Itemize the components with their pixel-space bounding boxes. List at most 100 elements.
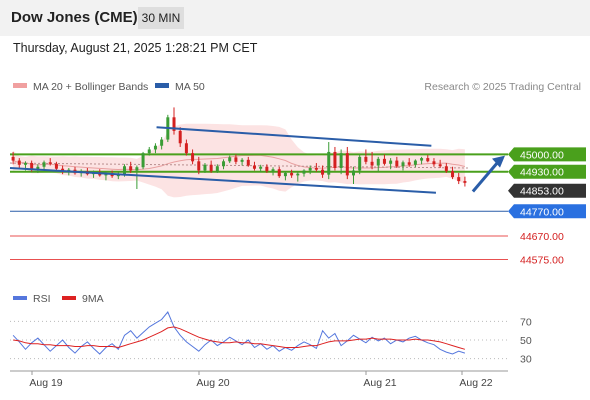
rsi-line — [12, 311, 466, 355]
candle-body — [290, 172, 294, 176]
candle-body — [333, 151, 337, 168]
rsi-tick-label: 30 — [520, 354, 532, 366]
candle-body — [302, 170, 306, 174]
price-label-44670.00: 44670.00 — [520, 231, 564, 243]
bollinger-legend-label: MA 20 + Bollinger Bands — [33, 81, 148, 93]
candle-body — [321, 169, 325, 175]
ma50-legend-label: MA 50 — [175, 81, 205, 93]
candle-body — [172, 117, 176, 131]
candle-body — [420, 158, 424, 161]
rsi-legend-label: RSI — [33, 293, 51, 305]
candle-body — [451, 171, 455, 178]
candle-body — [345, 153, 349, 176]
candle-body — [36, 166, 40, 170]
rsi-ma-legend-swatch — [62, 296, 76, 300]
price-tag-box — [508, 147, 586, 162]
copyright-label: Research © 2025 Trading Central — [424, 81, 581, 93]
candle-body — [426, 158, 430, 162]
price-tag-box — [508, 204, 586, 219]
candle-body — [147, 149, 151, 154]
price-tag-box — [508, 183, 586, 198]
timeframe-button[interactable]: 30 MIN — [138, 7, 184, 29]
candle-body — [407, 162, 411, 165]
ma50-legend-swatch — [155, 83, 169, 88]
candle-body — [364, 156, 368, 162]
candle-body — [438, 164, 442, 167]
forecast-arrow-shaft — [471, 158, 502, 193]
candle-body — [457, 177, 461, 182]
candle-body — [382, 158, 386, 164]
candle-body — [327, 151, 331, 175]
candle-body — [42, 162, 46, 167]
price-label-44770.00: 44770.00 — [520, 206, 564, 218]
candle-body — [296, 173, 300, 176]
candle-body — [240, 159, 244, 162]
rsi-panel: 70 50 30 — [10, 311, 532, 366]
candle-body — [277, 169, 281, 177]
candle-body — [129, 166, 133, 171]
bollinger-band — [13, 123, 465, 198]
price-label-44575.00: 44575.00 — [520, 254, 564, 266]
candle-body — [358, 156, 362, 171]
candle-body — [259, 166, 263, 169]
candle-body — [191, 153, 195, 162]
candle-body — [283, 172, 287, 177]
candle-body — [17, 160, 21, 165]
instrument-title: Dow Jones (CME) — [11, 9, 138, 26]
candle-body — [352, 170, 355, 176]
candle-body — [314, 167, 318, 170]
candle-body — [197, 161, 201, 171]
candle-body — [178, 130, 182, 144]
x-tick-label: Aug 21 — [363, 377, 396, 389]
candle-body — [413, 160, 417, 165]
candle-body — [160, 139, 164, 146]
candle-body — [432, 161, 436, 165]
candle-body — [203, 164, 207, 171]
price-tag-box — [508, 164, 586, 179]
candle-body — [265, 166, 269, 172]
rsi-legend-swatch — [13, 296, 27, 300]
lower-trendline — [9, 166, 436, 194]
candle-body — [463, 181, 467, 183]
rsi-tick-label: 50 — [520, 335, 532, 347]
price-labels: 45000.00 44930.00 44853.00 44770.00 44670.00… — [508, 147, 586, 266]
candle-body — [209, 164, 213, 172]
x-tick-label: Aug 20 — [196, 377, 229, 389]
candle-body — [234, 157, 238, 162]
x-axis: Aug 19 Aug 20 Aug 21 Aug 22 — [29, 371, 493, 389]
forecast-arrow-head — [492, 155, 505, 168]
candle-body — [54, 163, 58, 169]
candle-body — [339, 153, 343, 168]
ma20-line — [12, 154, 466, 171]
candles-layer — [9, 107, 508, 260]
candle-body — [153, 145, 157, 150]
candle-body — [252, 165, 256, 169]
candle-body — [215, 166, 219, 172]
candle-body — [116, 174, 120, 177]
candle-body — [123, 166, 126, 175]
candle-body — [222, 161, 226, 167]
timestamp: Thursday, August 21, 2025 1:28:21 PM CET — [13, 41, 258, 55]
ma50-line — [9, 162, 469, 169]
candle-body — [184, 143, 188, 154]
upper-trendline — [156, 126, 432, 147]
candle-body — [271, 169, 275, 172]
candle-body — [308, 167, 312, 171]
candle-body — [228, 157, 232, 162]
candle-body — [11, 156, 15, 161]
bollinger-legend-swatch — [13, 83, 27, 88]
candle-body — [135, 167, 139, 171]
price-label-45000.00: 45000.00 — [520, 149, 564, 161]
candle-body — [444, 166, 448, 172]
rsi-ma-line — [13, 326, 466, 350]
candle-body — [48, 162, 52, 164]
candle-body — [30, 163, 34, 170]
header-bar — [0, 0, 590, 36]
rsi-ma-legend-label: 9MA — [82, 293, 104, 305]
x-tick-label: Aug 19 — [29, 377, 62, 389]
candle-body — [389, 160, 393, 164]
candle-body — [246, 159, 250, 166]
candle-body — [395, 160, 399, 167]
